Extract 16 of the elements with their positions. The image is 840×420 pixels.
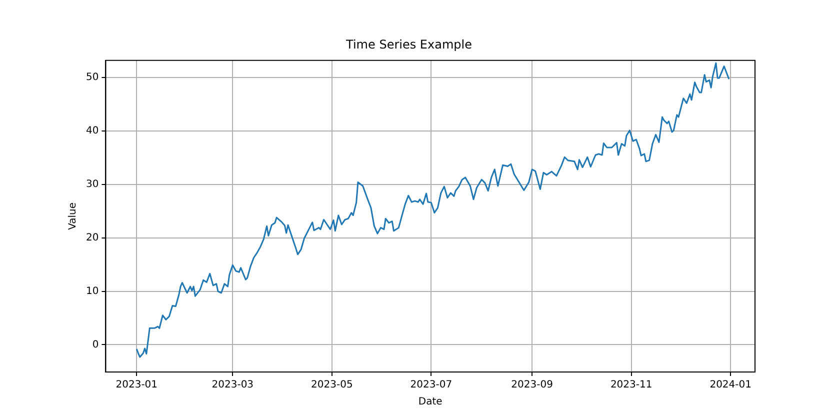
x-tick-label: 2023-11 — [610, 380, 652, 391]
x-axis-title: Date — [418, 396, 442, 408]
y-axis-title: Value — [68, 202, 79, 230]
x-tick-label: 2023-01 — [116, 380, 158, 391]
x-tick-label: 2023-03 — [212, 380, 254, 391]
y-tick-label: 40 — [86, 126, 99, 137]
y-tick-label: 30 — [86, 178, 99, 190]
y-tick-label: 20 — [86, 232, 99, 244]
y-tick-label: 10 — [86, 286, 99, 297]
y-tick-label: 0 — [92, 339, 99, 350]
chart-title: Time Series Example — [345, 37, 472, 52]
x-tick-label: 2023-05 — [311, 380, 353, 391]
x-tick-label: 2023-07 — [410, 380, 452, 391]
x-tick-label: 2024-01 — [710, 380, 752, 391]
y-tick-label: 50 — [86, 72, 99, 84]
x-tick-label: 2023-09 — [511, 380, 553, 391]
